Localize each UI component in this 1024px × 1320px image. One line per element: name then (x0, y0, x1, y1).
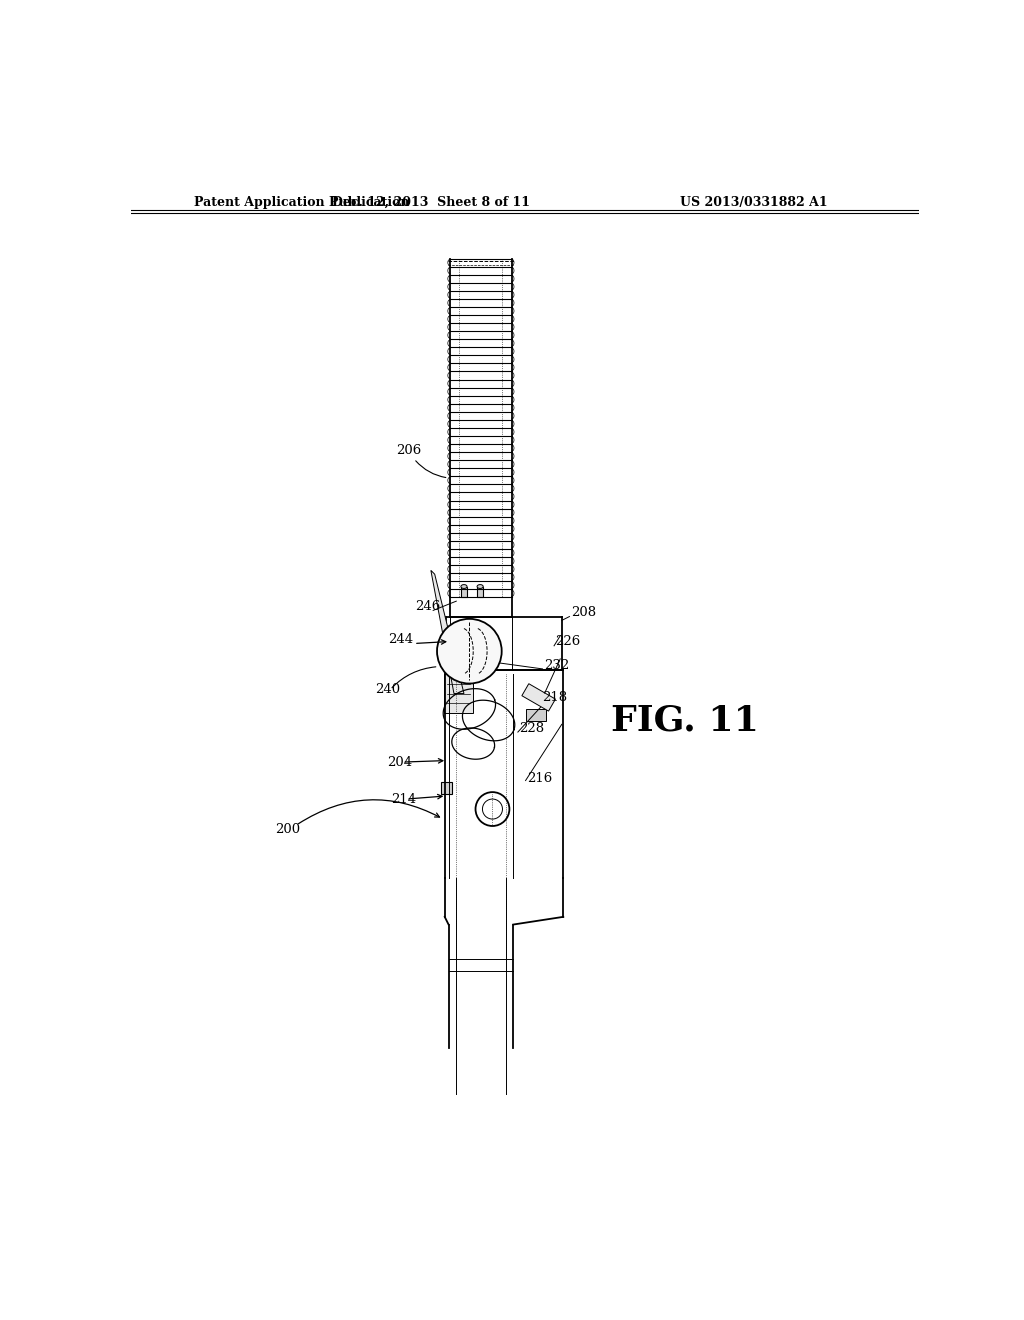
Polygon shape (525, 709, 547, 721)
Circle shape (437, 619, 502, 684)
Text: 214: 214 (391, 792, 416, 805)
Text: 240: 240 (375, 684, 399, 696)
Text: 216: 216 (527, 772, 552, 785)
Text: Dec. 12, 2013  Sheet 8 of 11: Dec. 12, 2013 Sheet 8 of 11 (332, 195, 529, 209)
Text: 208: 208 (571, 606, 596, 619)
Text: US 2013/0331882 A1: US 2013/0331882 A1 (680, 195, 828, 209)
Text: 232: 232 (544, 659, 569, 672)
Bar (444, 675, 473, 713)
Text: Patent Application Publication: Patent Application Publication (194, 195, 410, 209)
Bar (441, 781, 452, 793)
Bar (461, 586, 467, 598)
Ellipse shape (461, 585, 467, 589)
Polygon shape (431, 570, 464, 693)
Text: FIG. 11: FIG. 11 (611, 704, 759, 738)
Text: 226: 226 (556, 635, 581, 648)
Ellipse shape (477, 585, 483, 589)
Text: 246: 246 (416, 601, 440, 612)
Text: 244: 244 (388, 634, 414, 647)
Text: 228: 228 (519, 722, 545, 735)
Text: 218: 218 (543, 690, 567, 704)
Polygon shape (522, 684, 555, 711)
Text: 200: 200 (275, 824, 300, 837)
Text: 204: 204 (387, 755, 412, 768)
Bar (477, 586, 483, 598)
Text: 206: 206 (396, 445, 422, 458)
